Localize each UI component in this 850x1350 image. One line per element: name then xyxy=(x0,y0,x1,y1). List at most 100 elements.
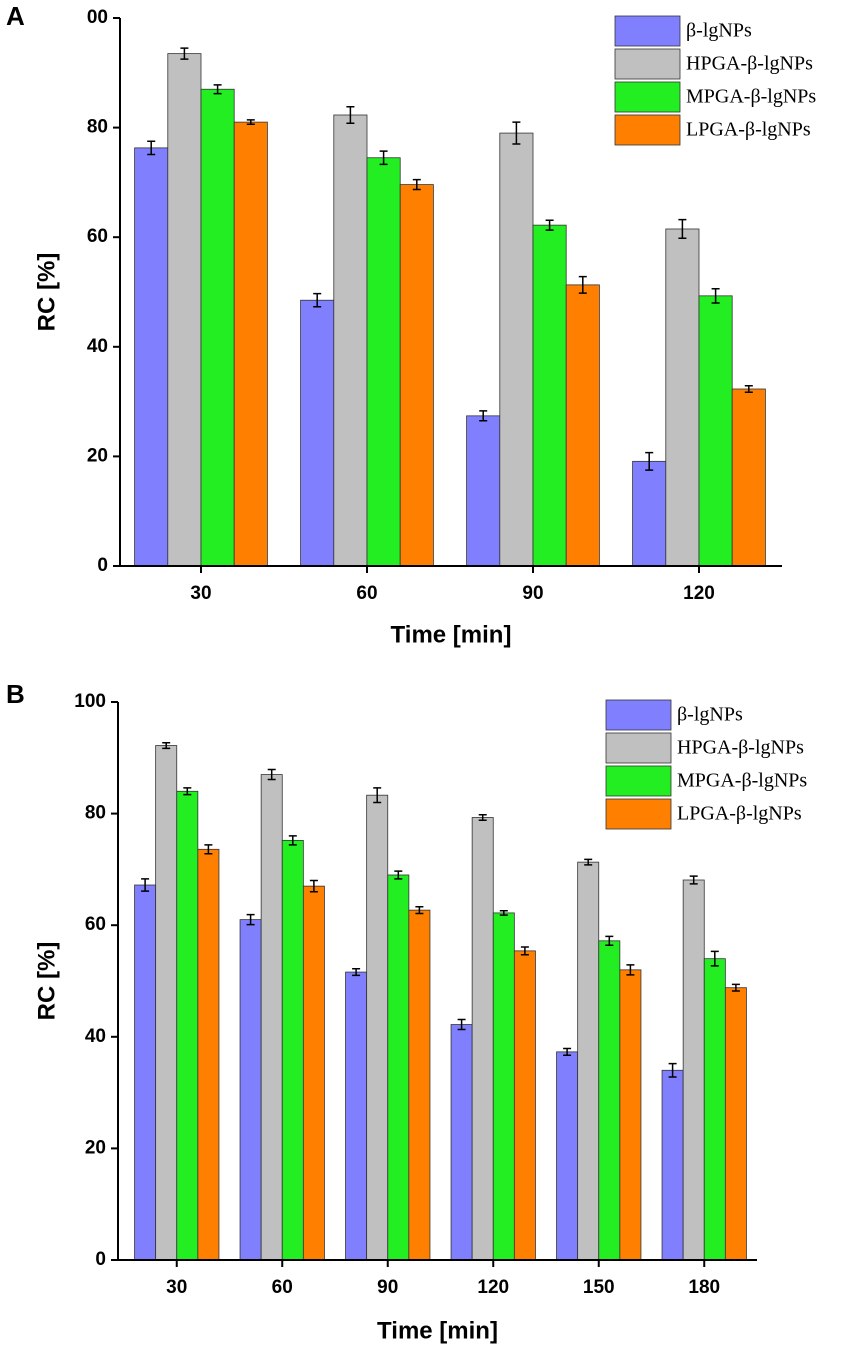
bar xyxy=(703,958,726,1261)
bar xyxy=(176,790,199,1261)
bar xyxy=(134,147,169,567)
legend-swatch xyxy=(614,48,681,80)
legend-label: MPGA-β-lgNPs xyxy=(686,86,816,108)
bar xyxy=(499,132,534,567)
x-tick-label: 60 xyxy=(356,583,377,604)
error-bar xyxy=(162,741,171,750)
bar xyxy=(471,817,494,1261)
bar xyxy=(513,950,536,1261)
y-tick-label: 0 xyxy=(95,1249,106,1270)
legend-label: β-lgNPs xyxy=(686,20,752,42)
bar xyxy=(200,88,235,567)
bar xyxy=(598,940,621,1261)
y-tick-label: 0 xyxy=(97,555,108,576)
error-bar xyxy=(563,1047,572,1056)
bar xyxy=(197,848,220,1261)
x-tick-label: 150 xyxy=(583,1277,615,1298)
y-tick-label: 80 xyxy=(87,117,108,138)
error-bar xyxy=(605,935,614,947)
error-bar xyxy=(183,787,192,796)
x-tick-label: 30 xyxy=(190,583,211,604)
y-tick-label: 100 xyxy=(74,691,106,712)
error-bar xyxy=(626,964,635,976)
y-tick-label: 60 xyxy=(87,226,108,247)
bar xyxy=(399,184,434,567)
bar xyxy=(387,874,410,1261)
error-bar xyxy=(499,909,508,916)
panel-label: B xyxy=(6,679,25,709)
error-bar xyxy=(731,983,740,992)
bar xyxy=(450,1024,473,1261)
bar xyxy=(724,987,747,1261)
bar xyxy=(698,295,733,567)
y-tick-label: 60 xyxy=(85,914,106,935)
x-tick-label: 180 xyxy=(688,1277,720,1298)
error-bar xyxy=(668,1062,677,1078)
error-bar xyxy=(520,946,529,956)
bar xyxy=(281,839,304,1261)
error-bar xyxy=(213,84,222,95)
error-bar xyxy=(478,813,487,822)
error-bar xyxy=(246,913,255,926)
y-tick-label: 20 xyxy=(85,1137,106,1158)
bar xyxy=(565,284,600,567)
error-bar xyxy=(711,287,720,304)
y-axis-title: RC [%] xyxy=(33,253,60,332)
bar xyxy=(556,1051,579,1261)
error-bar xyxy=(457,1018,466,1031)
error-bar xyxy=(204,844,213,855)
error-bar xyxy=(313,292,322,308)
bar xyxy=(239,919,262,1261)
error-bar xyxy=(479,410,488,422)
x-tick-label: 120 xyxy=(477,1277,509,1298)
error-bar xyxy=(578,275,587,294)
error-bar xyxy=(645,451,654,471)
bar xyxy=(167,53,202,567)
bar xyxy=(577,861,600,1261)
error-bar xyxy=(309,879,318,893)
legend-swatch xyxy=(614,81,681,113)
error-bar xyxy=(710,950,719,967)
bar xyxy=(366,157,401,567)
bar xyxy=(366,794,389,1261)
error-bar xyxy=(545,219,554,231)
bar xyxy=(134,884,157,1261)
error-bar xyxy=(147,140,156,156)
panel-label: A xyxy=(6,1,25,31)
error-bar xyxy=(689,875,698,885)
y-axis-title: RC [%] xyxy=(33,942,60,1021)
x-tick-label: 30 xyxy=(166,1277,187,1298)
y-tick-label: 20 xyxy=(87,445,108,466)
legend-label: HPGA-β-lgNPs xyxy=(677,737,804,759)
bar xyxy=(532,224,567,567)
error-bar xyxy=(352,967,361,977)
error-bar xyxy=(584,858,593,866)
x-tick-label: 90 xyxy=(377,1277,398,1298)
y-tick-label: 40 xyxy=(85,1026,106,1047)
legend-swatch xyxy=(614,15,681,47)
bar xyxy=(302,885,325,1261)
error-bar xyxy=(267,768,276,781)
bar xyxy=(632,460,667,567)
error-bar xyxy=(141,878,150,892)
error-bar xyxy=(180,47,189,60)
y-tick-label: 80 xyxy=(85,803,106,824)
legend-label: LPGA-β-lgNPs xyxy=(686,119,811,141)
bar xyxy=(731,388,766,567)
bar xyxy=(408,909,431,1261)
legend-swatch xyxy=(605,732,672,764)
y-tick-label: 40 xyxy=(87,336,108,357)
bar xyxy=(492,912,515,1261)
legend-swatch xyxy=(605,699,672,731)
bar xyxy=(260,774,283,1261)
error-bar xyxy=(373,787,382,804)
y-tick-label: 00 xyxy=(87,7,108,28)
bar xyxy=(300,299,335,567)
legend-swatch xyxy=(605,765,672,797)
error-bar xyxy=(394,870,403,880)
legend-swatch xyxy=(605,798,672,830)
error-bar xyxy=(744,384,753,394)
error-bar xyxy=(288,835,297,846)
bar xyxy=(665,228,700,567)
